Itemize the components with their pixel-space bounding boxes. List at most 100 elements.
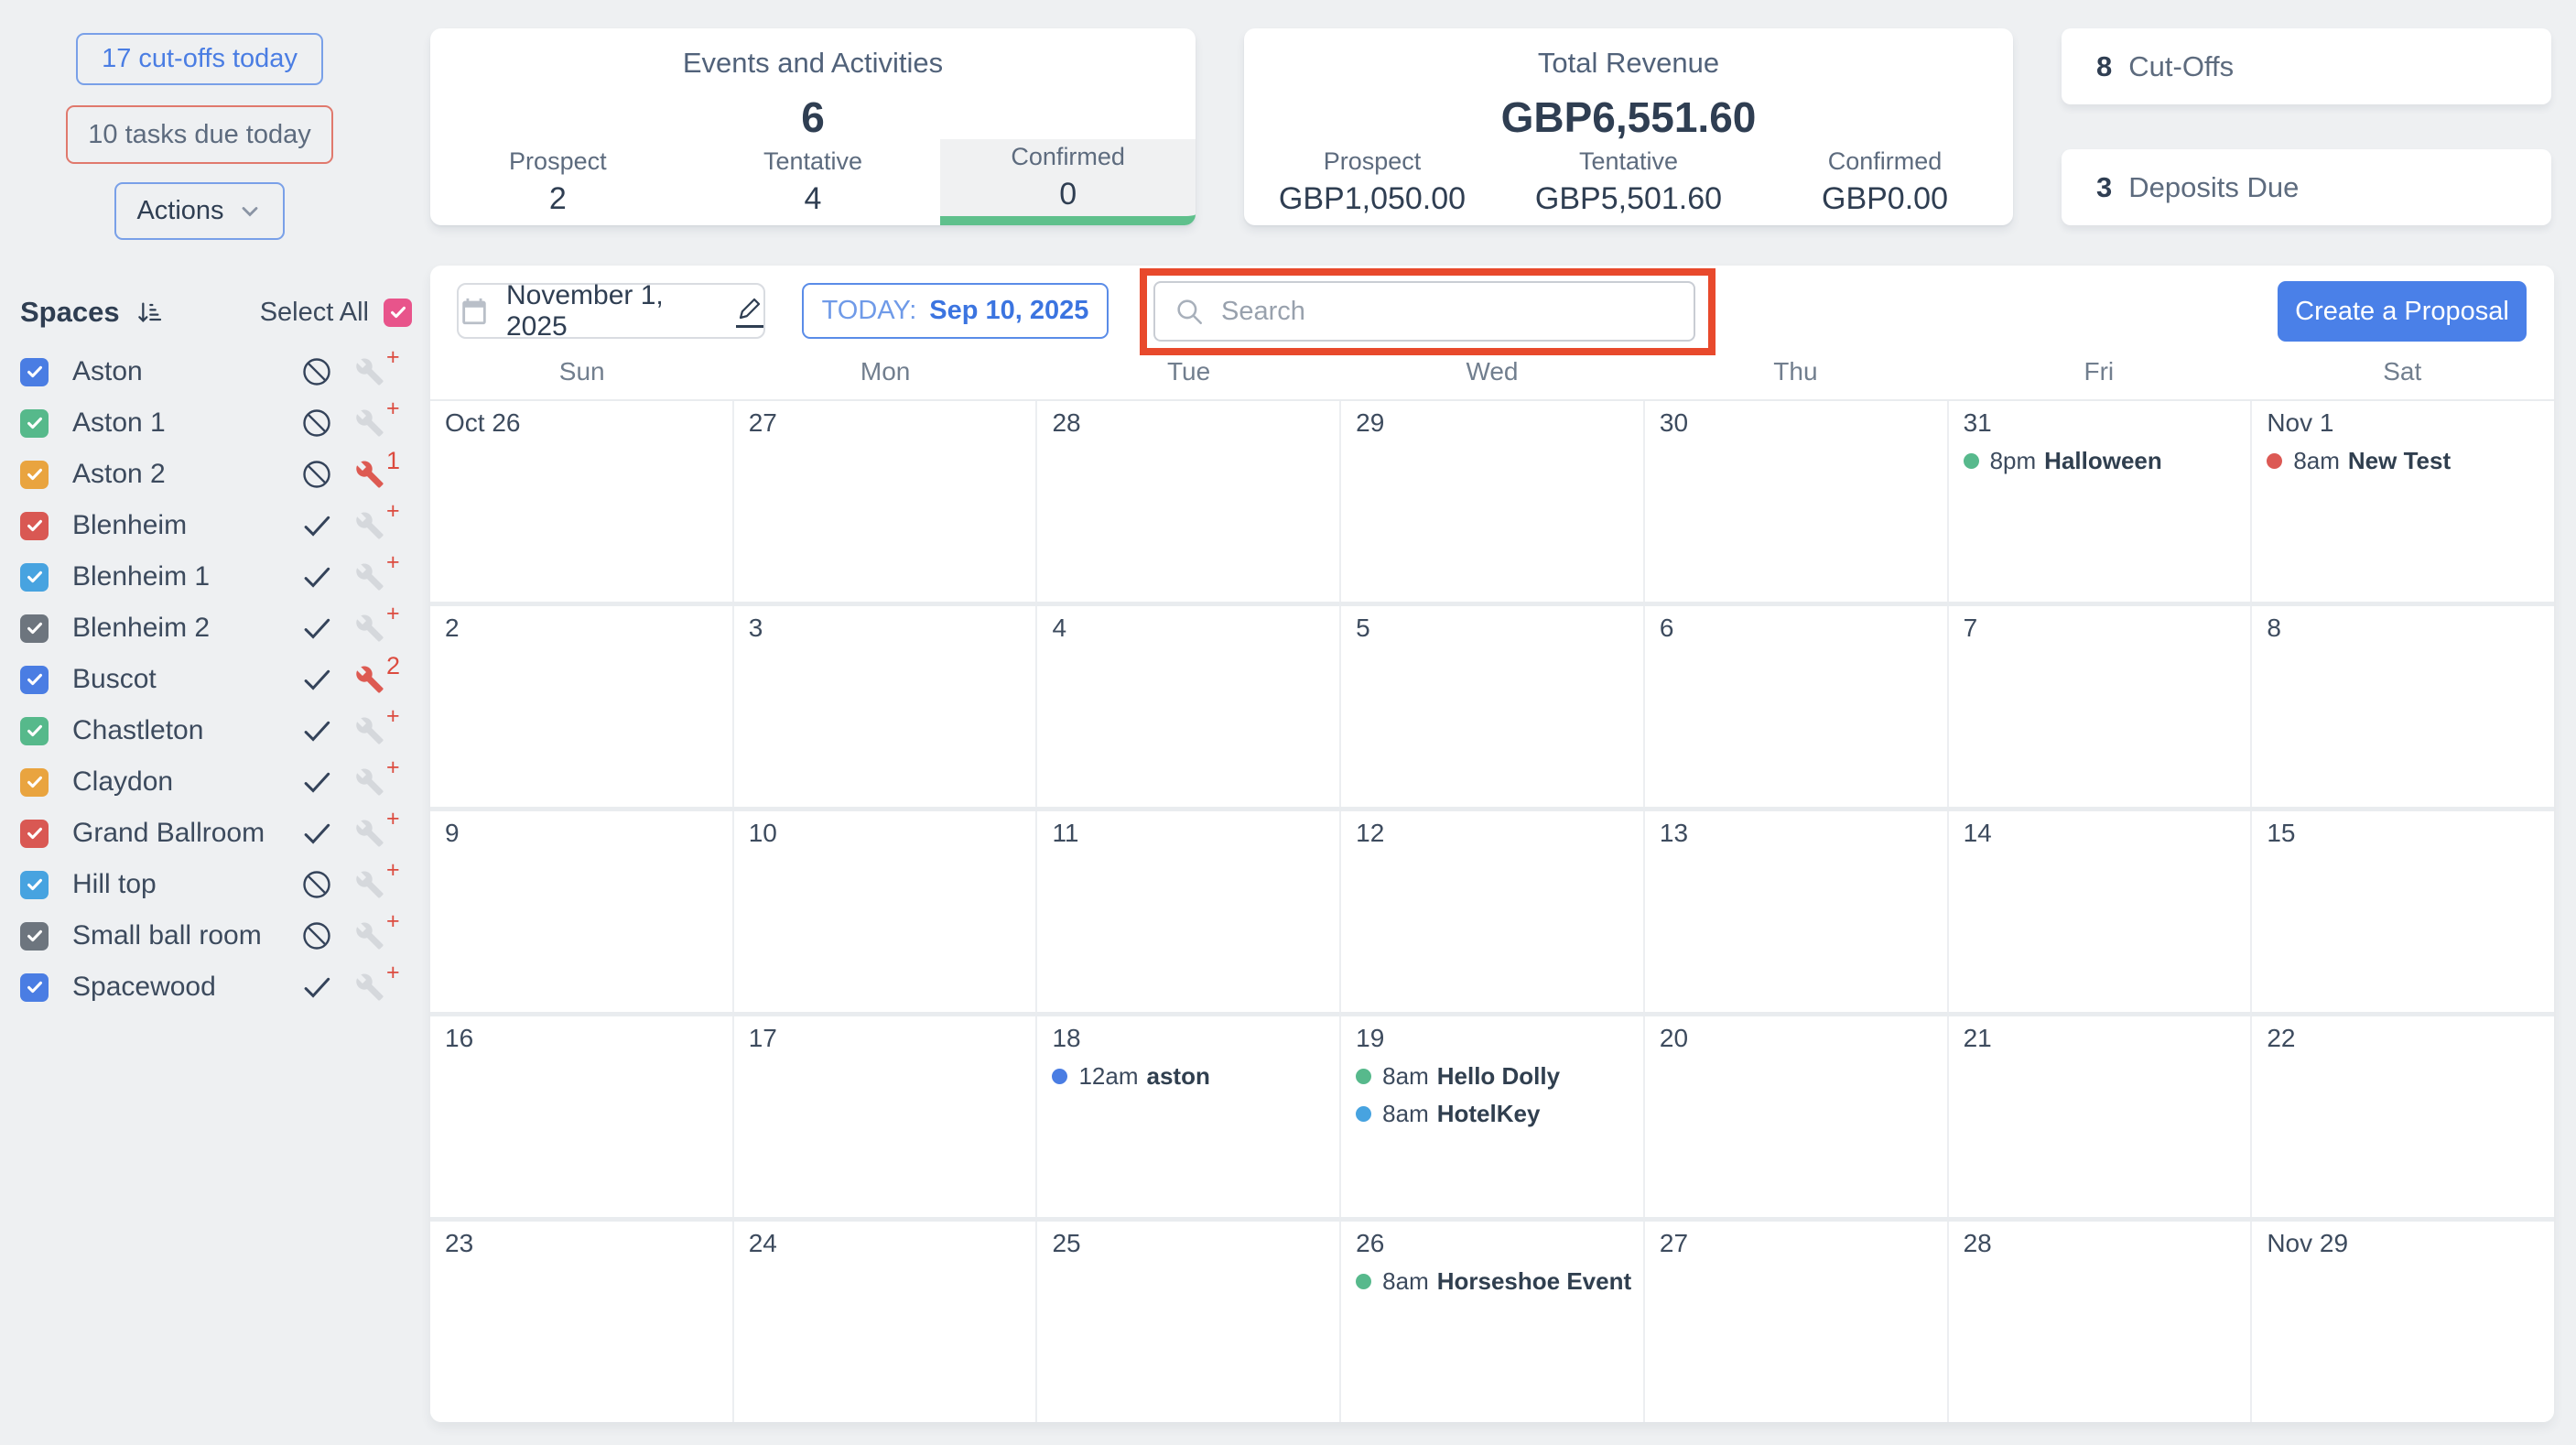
- available-check-icon[interactable]: [298, 508, 335, 543]
- space-row-blenheim-2[interactable]: Blenheim 2 +: [20, 601, 416, 654]
- space-checkbox[interactable]: [20, 614, 49, 643]
- space-row-aston[interactable]: Aston +: [20, 344, 416, 397]
- edit-date-icon[interactable]: [736, 295, 763, 328]
- wrench-maintenance-icon[interactable]: +: [355, 908, 416, 951]
- events-col-prospect[interactable]: Prospect 2: [430, 139, 686, 225]
- blocked-icon[interactable]: [298, 868, 335, 901]
- wrench-maintenance-icon[interactable]: +: [355, 857, 416, 899]
- calendar-day-14[interactable]: 14: [1948, 811, 2253, 1012]
- calendar-event[interactable]: 12am aston: [1052, 1062, 1325, 1091]
- space-checkbox[interactable]: [20, 357, 49, 386]
- calendar-day-25[interactable]: 25: [1037, 1222, 1342, 1422]
- calendar-day-20[interactable]: 20: [1644, 1016, 1949, 1217]
- wrench-maintenance-icon[interactable]: +: [355, 806, 416, 848]
- calendar-day-nov-1[interactable]: Nov 1 8am New Test: [2252, 401, 2554, 602]
- calendar-day-12[interactable]: 12: [1341, 811, 1645, 1012]
- space-checkbox[interactable]: [20, 972, 49, 1002]
- blocked-icon[interactable]: [298, 458, 335, 491]
- calendar-day-31[interactable]: 31 8pm Halloween: [1948, 401, 2253, 602]
- available-check-icon[interactable]: [298, 970, 335, 1005]
- space-row-blenheim-1[interactable]: Blenheim 1 +: [20, 549, 416, 603]
- space-row-claydon[interactable]: Claydon +: [20, 755, 416, 808]
- space-checkbox[interactable]: [20, 921, 49, 951]
- space-checkbox[interactable]: [20, 665, 49, 694]
- calendar-day-15[interactable]: 15: [2252, 811, 2554, 1012]
- wrench-maintenance-icon[interactable]: +: [355, 960, 416, 1002]
- space-row-grand-ballroom[interactable]: Grand Ballroom +: [20, 806, 416, 859]
- wrench-maintenance-icon[interactable]: +: [355, 703, 416, 745]
- search-input[interactable]: [1221, 296, 1675, 327]
- available-check-icon[interactable]: [298, 816, 335, 851]
- space-checkbox[interactable]: [20, 408, 49, 438]
- calendar-day-10[interactable]: 10: [733, 811, 1038, 1012]
- blocked-icon[interactable]: [298, 355, 335, 388]
- wrench-maintenance-icon[interactable]: +: [355, 396, 416, 438]
- calendar-day-13[interactable]: 13: [1644, 811, 1949, 1012]
- select-all-checkbox[interactable]: [384, 298, 412, 327]
- calendar-day-9[interactable]: 9: [430, 811, 734, 1012]
- calendar-day-11[interactable]: 11: [1037, 811, 1342, 1012]
- wrench-maintenance-icon[interactable]: +: [355, 344, 416, 386]
- actions-dropdown-button[interactable]: Actions: [114, 182, 285, 240]
- wrench-maintenance-icon[interactable]: +: [355, 601, 416, 643]
- available-check-icon[interactable]: [298, 611, 335, 646]
- space-checkbox[interactable]: [20, 562, 49, 592]
- calendar-day-24[interactable]: 24: [733, 1222, 1038, 1422]
- deposits-due-card[interactable]: 3 Deposits Due: [2062, 149, 2551, 225]
- calendar-day-30[interactable]: 30: [1644, 401, 1949, 602]
- available-check-icon[interactable]: [298, 713, 335, 748]
- calendar-day-5[interactable]: 5: [1341, 606, 1645, 807]
- calendar-day-6[interactable]: 6: [1644, 606, 1949, 807]
- calendar-day-28[interactable]: 28: [1037, 401, 1342, 602]
- calendar-event[interactable]: 8am New Test: [2267, 447, 2539, 475]
- space-checkbox[interactable]: [20, 819, 49, 848]
- calendar-day-7[interactable]: 7: [1948, 606, 2253, 807]
- calendar-day-nov-29[interactable]: Nov 29: [2252, 1222, 2554, 1422]
- calendar-day-19[interactable]: 19 8am Hello Dolly 8am HotelKey: [1341, 1016, 1645, 1217]
- calendar-day-27[interactable]: 27: [1644, 1222, 1949, 1422]
- calendar-day-3[interactable]: 3: [733, 606, 1038, 807]
- calendar-day-21[interactable]: 21: [1948, 1016, 2253, 1217]
- calendar-day-16[interactable]: 16: [430, 1016, 734, 1217]
- cutoffs-today-button[interactable]: 17 cut-offs today: [76, 33, 323, 85]
- calendar-day-29[interactable]: 29: [1341, 401, 1645, 602]
- calendar-day-22[interactable]: 22: [2252, 1016, 2554, 1217]
- available-check-icon[interactable]: [298, 765, 335, 799]
- wrench-maintenance-icon[interactable]: +: [355, 498, 416, 540]
- space-row-aston-1[interactable]: Aston 1 +: [20, 396, 416, 449]
- calendar-day-23[interactable]: 23: [430, 1222, 734, 1422]
- cutoffs-summary-card[interactable]: 8 Cut-Offs: [2062, 28, 2551, 104]
- calendar-event[interactable]: 8am Hello Dolly: [1356, 1062, 1629, 1091]
- space-row-aston-2[interactable]: Aston 2 1: [20, 447, 416, 500]
- calendar-day-28[interactable]: 28: [1948, 1222, 2253, 1422]
- wrench-maintenance-icon[interactable]: +: [355, 549, 416, 592]
- space-row-hill-top[interactable]: Hill top +: [20, 857, 416, 910]
- space-checkbox[interactable]: [20, 767, 49, 797]
- month-date-picker[interactable]: November 1, 2025: [457, 280, 765, 342]
- available-check-icon[interactable]: [298, 560, 335, 594]
- events-col-confirmed[interactable]: Confirmed 0: [940, 139, 1196, 225]
- calendar-day-4[interactable]: 4: [1037, 606, 1342, 807]
- calendar-event[interactable]: 8am Horseshoe Event: [1356, 1267, 1631, 1296]
- wrench-maintenance-icon[interactable]: +: [355, 755, 416, 797]
- calendar-day-18[interactable]: 18 12am aston: [1037, 1016, 1342, 1217]
- today-button[interactable]: TODAY: Sep 10, 2025: [802, 283, 1109, 339]
- calendar-event[interactable]: 8am HotelKey: [1356, 1100, 1629, 1128]
- sort-icon[interactable]: [135, 298, 164, 327]
- calendar-event[interactable]: 8pm Halloween: [1963, 447, 2236, 475]
- calendar-day-27[interactable]: 27: [733, 401, 1038, 602]
- space-row-small-ball-room[interactable]: Small ball room +: [20, 908, 416, 962]
- space-row-blenheim[interactable]: Blenheim +: [20, 498, 416, 551]
- available-check-icon[interactable]: [298, 662, 335, 697]
- calendar-day-17[interactable]: 17: [733, 1016, 1038, 1217]
- tasks-due-button[interactable]: 10 tasks due today: [66, 105, 333, 164]
- calendar-day-2[interactable]: 2: [430, 606, 734, 807]
- space-row-chastleton[interactable]: Chastleton +: [20, 703, 416, 756]
- blocked-icon[interactable]: [298, 919, 335, 952]
- calendar-day-26[interactable]: 26 8am Horseshoe Event: [1341, 1222, 1645, 1422]
- space-checkbox[interactable]: [20, 870, 49, 899]
- space-checkbox[interactable]: [20, 460, 49, 489]
- space-checkbox[interactable]: [20, 511, 49, 540]
- calendar-day-8[interactable]: 8: [2252, 606, 2554, 807]
- space-row-spacewood[interactable]: Spacewood +: [20, 960, 416, 1013]
